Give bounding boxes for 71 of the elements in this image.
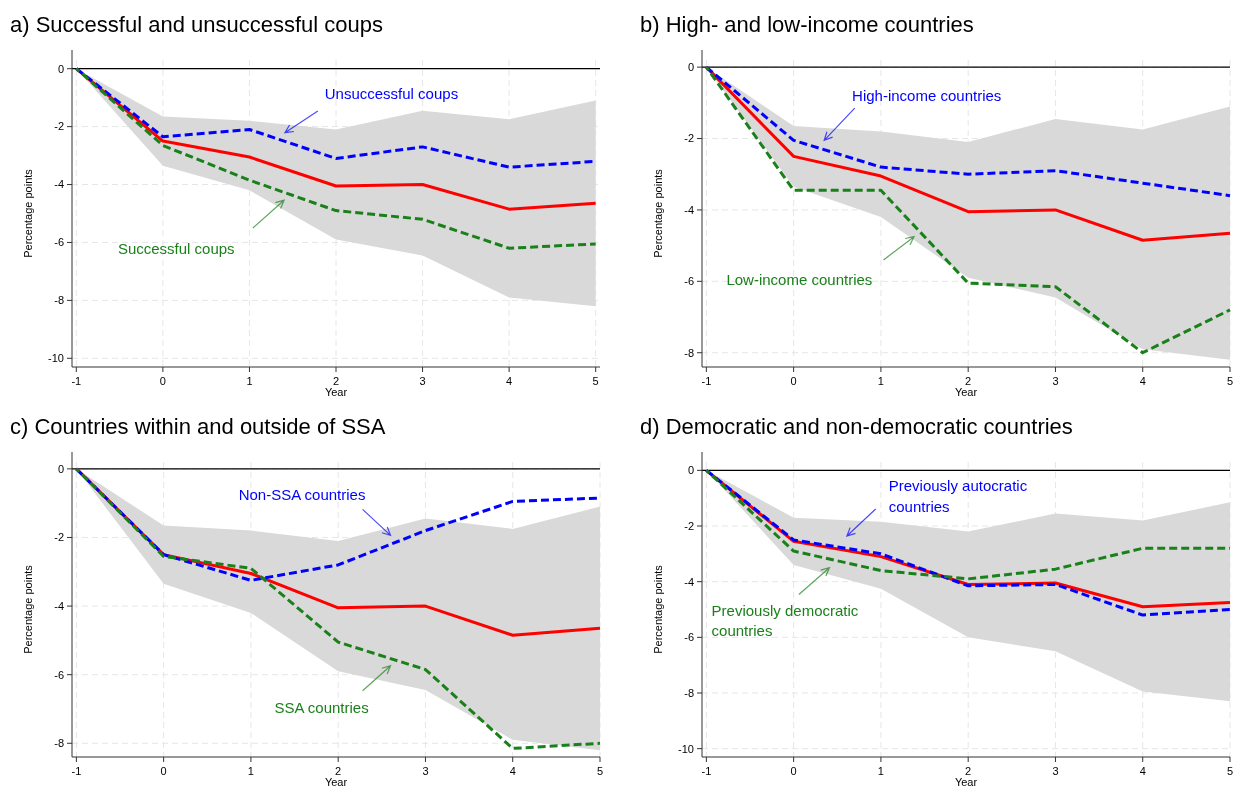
chart-title: a) Successful and unsuccessful coups bbox=[10, 12, 383, 37]
chart-title: d) Democratic and non-democratic countries bbox=[640, 414, 1073, 439]
y-tick-label: 0 bbox=[687, 464, 694, 477]
y-axis-title: Percentage points bbox=[652, 564, 664, 654]
x-tick-label: 1 bbox=[877, 765, 884, 777]
y-tick-label: -8 bbox=[54, 294, 64, 307]
x-axis-title: Year bbox=[324, 776, 348, 788]
text: High-income countries bbox=[852, 86, 1002, 104]
x-axis-title: Year bbox=[954, 386, 978, 398]
x-tick-label: 3 bbox=[419, 375, 426, 387]
x-tick-label: 0 bbox=[160, 765, 167, 777]
x-tick-label: 5 bbox=[1226, 765, 1233, 777]
x-tick-label: 3 bbox=[1052, 765, 1059, 777]
text: Successful coups bbox=[117, 239, 235, 257]
y-axis-title: Percentage points bbox=[22, 168, 34, 258]
x-axis-title: Year bbox=[324, 386, 348, 398]
x-tick-label: 2 bbox=[965, 765, 972, 777]
x-tick-label: 5 bbox=[592, 375, 599, 387]
y-tick-label: -2 bbox=[684, 519, 694, 532]
x-tick-label: 4 bbox=[1139, 375, 1146, 387]
y-tick-label: -4 bbox=[54, 178, 64, 191]
y-tick-label: -8 bbox=[684, 346, 694, 359]
y-axis-title: Percentage points bbox=[22, 564, 34, 654]
y-tick-label: -2 bbox=[684, 132, 694, 145]
x-tick-label: 2 bbox=[335, 765, 342, 777]
y-tick-label: -4 bbox=[54, 599, 64, 612]
x-tick-label: 1 bbox=[247, 765, 254, 777]
legend-label: Previously democratic countries bbox=[711, 601, 859, 640]
x-tick-label: 5 bbox=[1226, 375, 1233, 387]
y-tick-label: -6 bbox=[684, 275, 694, 288]
y-tick-label: -8 bbox=[54, 737, 64, 750]
x-tick-label: -1 bbox=[701, 375, 712, 387]
x-tick-label: 4 bbox=[509, 765, 516, 777]
x-tick-label: 0 bbox=[790, 375, 797, 387]
legend-label: SSA countries bbox=[274, 699, 369, 717]
text: Unsuccessful coups bbox=[324, 84, 459, 102]
y-tick-label: 0 bbox=[57, 462, 64, 475]
x-tick-label: 0 bbox=[790, 765, 797, 777]
x-tick-label: -1 bbox=[701, 765, 712, 777]
x-tick-label: 1 bbox=[877, 375, 884, 387]
x-tick-label: 0 bbox=[159, 375, 166, 387]
line-series bbox=[704, 468, 1232, 581]
y-tick-label: -2 bbox=[54, 120, 64, 133]
y-tick-label: -8 bbox=[684, 686, 694, 699]
y-tick-label: -4 bbox=[684, 575, 694, 588]
x-tick-label: -1 bbox=[71, 765, 82, 777]
text: Non-SSA countries bbox=[238, 486, 366, 504]
y-tick-label: -2 bbox=[54, 531, 64, 544]
y-tick-label: -6 bbox=[54, 668, 64, 681]
x-tick-label: 4 bbox=[506, 375, 513, 387]
y-tick-label: 0 bbox=[687, 60, 694, 73]
chart-title: b) High- and low-income countries bbox=[640, 12, 974, 37]
y-axis-title: Percentage points bbox=[652, 168, 664, 258]
y-tick-label: -10 bbox=[48, 352, 64, 365]
x-tick-label: 3 bbox=[1052, 375, 1059, 387]
x-tick-label: 5 bbox=[596, 765, 604, 777]
x-tick-label: -1 bbox=[71, 375, 82, 387]
y-tick-label: -4 bbox=[684, 203, 694, 216]
y-tick-label: 0 bbox=[57, 62, 64, 75]
x-tick-label: 1 bbox=[246, 375, 253, 387]
text: Previously autocratic countries bbox=[888, 477, 1028, 515]
y-tick-label: -6 bbox=[54, 236, 64, 249]
x-tick-label: 3 bbox=[422, 765, 429, 777]
y-tick-label: -6 bbox=[684, 631, 694, 644]
chart-title: c) Countries within and outside of SSA bbox=[10, 414, 386, 439]
x-tick-label: 4 bbox=[1139, 765, 1146, 777]
x-tick-label: 2 bbox=[332, 375, 340, 387]
x-tick-label: 2 bbox=[965, 375, 972, 387]
y-tick-label: -10 bbox=[678, 742, 694, 755]
x-axis-title: Year bbox=[954, 776, 978, 788]
text: Low-income countries bbox=[726, 270, 873, 288]
